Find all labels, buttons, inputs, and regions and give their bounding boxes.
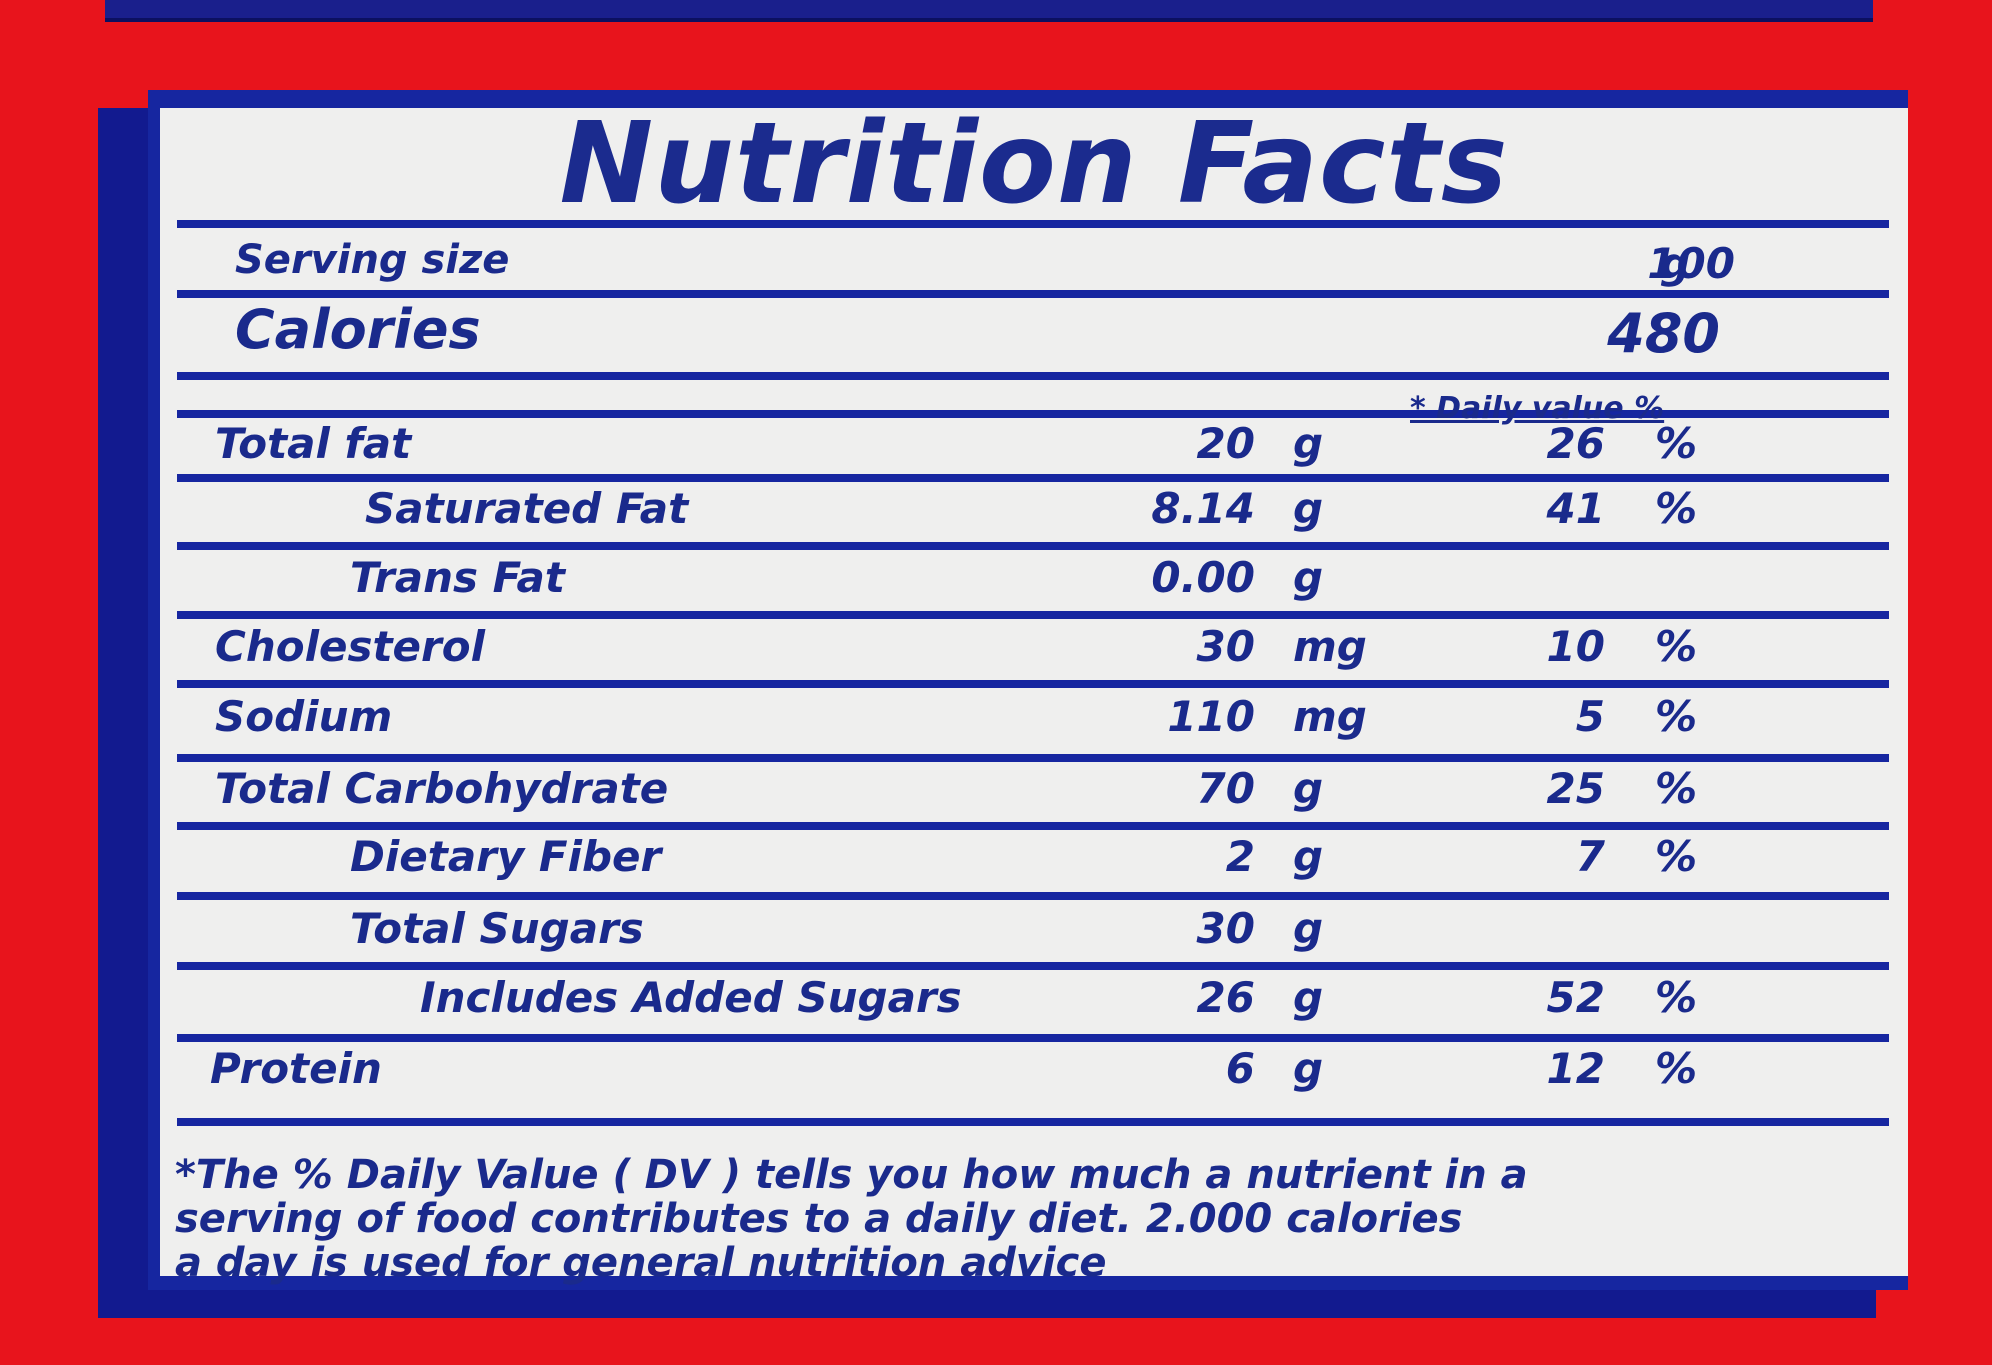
nutrient-unit: g — [1293, 764, 1324, 813]
nutrient-percent-sign: % — [1655, 484, 1698, 533]
nutrient-name: Protein — [210, 1044, 382, 1093]
nutrient-daily-value: 41 — [1546, 484, 1605, 533]
footnote: *The % Daily Value ( DV ) tells you how … — [175, 1153, 1895, 1285]
nutrient-name: Total Carbohydrate — [215, 764, 669, 813]
divider — [177, 1034, 1889, 1042]
nutrient-amount: 20 — [1196, 419, 1255, 468]
nutrient-daily-value: 52 — [1546, 973, 1605, 1022]
nutrient-name: Sodium — [215, 692, 393, 741]
nutrient-name: Total Sugars — [350, 904, 644, 953]
nutrient-name: Cholesterol — [215, 622, 485, 671]
nutrient-name: Saturated Fat — [365, 484, 689, 533]
nutrient-daily-value: 12 — [1546, 1044, 1605, 1093]
nutrient-name: Total fat — [215, 419, 412, 468]
calories-value: 480 — [1607, 302, 1720, 365]
divider — [177, 754, 1889, 762]
nutrient-daily-value: 5 — [1575, 692, 1605, 741]
nutrient-amount: 110 — [1167, 692, 1255, 741]
nutrient-daily-value: 25 — [1546, 764, 1605, 813]
top-strip — [105, 0, 1873, 22]
serving-size-label: Serving size — [235, 237, 510, 283]
divider — [177, 372, 1889, 380]
nutrient-amount: 26 — [1196, 973, 1255, 1022]
daily-value-header: * Daily value % — [1410, 391, 1665, 426]
nutrient-daily-value: 10 — [1546, 622, 1605, 671]
nutrient-amount: 30 — [1196, 904, 1255, 953]
nutrient-name: Trans Fat — [350, 553, 565, 602]
nutrient-unit: g — [1293, 973, 1324, 1022]
nutrient-percent-sign: % — [1655, 973, 1698, 1022]
nutrient-daily-value: 26 — [1546, 419, 1605, 468]
footnote-line: a day is used for general nutrition advi… — [175, 1240, 1107, 1286]
nutrient-percent-sign: % — [1655, 622, 1698, 671]
divider — [177, 542, 1889, 550]
nutrient-unit: g — [1293, 419, 1324, 468]
nutrient-unit: g — [1293, 1044, 1324, 1093]
nutrient-unit: mg — [1293, 692, 1367, 741]
serving-size-unit: g — [1660, 239, 1691, 288]
nutrient-percent-sign: % — [1655, 419, 1698, 468]
nutrient-unit: g — [1293, 904, 1324, 953]
divider — [177, 474, 1889, 482]
nutrient-name: Dietary Fiber — [350, 832, 662, 881]
nutrient-percent-sign: % — [1655, 764, 1698, 813]
nutrient-amount: 30 — [1196, 622, 1255, 671]
nutrient-amount: 8.14 — [1151, 484, 1255, 533]
divider — [177, 1118, 1889, 1126]
nutrient-amount: 0.00 — [1151, 553, 1255, 602]
nutrient-unit: g — [1293, 553, 1324, 602]
label-title: Nutrition Facts — [559, 99, 1509, 229]
footnote-line: *The % Daily Value ( DV ) tells you how … — [175, 1152, 1528, 1198]
divider — [177, 220, 1889, 228]
divider — [177, 290, 1889, 298]
nutrient-amount: 70 — [1196, 764, 1255, 813]
divider — [177, 962, 1889, 970]
nutrient-amount: 2 — [1225, 832, 1255, 881]
nutrient-percent-sign: % — [1655, 1044, 1698, 1093]
serving-size-value: 100 — [1647, 239, 1735, 288]
nutrient-unit: g — [1293, 484, 1324, 533]
divider — [177, 822, 1889, 830]
divider — [177, 410, 1889, 418]
divider — [177, 892, 1889, 900]
nutrition-label: Nutrition Facts Serving size 100 g Calor… — [160, 99, 1908, 1285]
nutrient-daily-value: 7 — [1575, 832, 1605, 881]
footnote-line: serving of food contributes to a daily d… — [175, 1196, 1463, 1242]
calories-label: Calories — [235, 298, 481, 361]
nutrient-unit: g — [1293, 832, 1324, 881]
divider — [177, 611, 1889, 619]
nutrient-percent-sign: % — [1655, 692, 1698, 741]
nutrient-name: Includes Added Sugars — [420, 973, 962, 1022]
divider — [177, 680, 1889, 688]
nutrient-unit: mg — [1293, 622, 1367, 671]
nutrient-amount: 6 — [1225, 1044, 1255, 1093]
nutrient-percent-sign: % — [1655, 832, 1698, 881]
